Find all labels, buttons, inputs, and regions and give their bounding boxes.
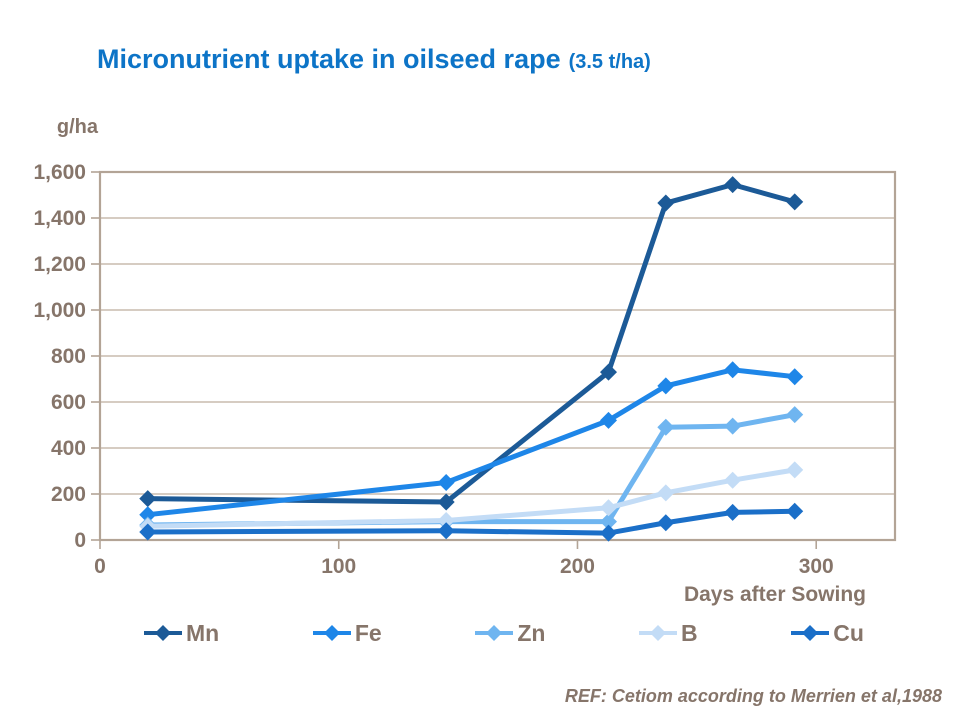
series-marker-fe [657, 377, 675, 395]
legend-marker-zn-icon [475, 625, 514, 641]
y-tick-label: 1,400 [33, 207, 86, 230]
series-marker-fe [724, 361, 742, 379]
y-tick-label: 400 [51, 437, 86, 460]
series-marker-mn [786, 193, 804, 211]
y-axis-unit-label: g/ha [56, 116, 98, 138]
series-marker-cu [600, 524, 618, 542]
series-marker-b [437, 511, 455, 529]
series-marker-zn [724, 417, 742, 435]
y-tick-label: 0 [74, 529, 86, 552]
series-marker-zn [657, 418, 675, 436]
y-tick-label: 200 [51, 483, 86, 506]
series-line-cu [145, 508, 798, 536]
series-line-mn [145, 182, 798, 505]
series-marker-fe [139, 506, 157, 524]
chart-title-text: Micronutrient uptake in oilseed rape [97, 44, 561, 74]
y-tick-label: 1,000 [33, 299, 86, 322]
y-tick-label: 1,200 [33, 253, 86, 276]
legend-label-b: B [681, 619, 698, 646]
series-marker-fe [437, 474, 455, 491]
series-marker-mn [437, 493, 455, 511]
series-line-zn [145, 412, 798, 528]
series-marker-zn [600, 513, 618, 531]
x-tick-label: 100 [321, 555, 356, 578]
series-marker-mn [600, 363, 618, 381]
legend-label-zn: Zn [517, 619, 546, 646]
series-marker-mn [139, 490, 157, 508]
series-marker-cu [786, 502, 804, 520]
series-marker-cu [657, 514, 675, 532]
series-marker-mn [724, 176, 742, 194]
legend-label-mn: Mn [186, 619, 220, 646]
legend-item-mn: Mn [142, 620, 219, 647]
series-marker-zn [786, 406, 804, 424]
chart-title-subtitle: (3.5 t/ha) [568, 51, 651, 73]
series-marker-mn [657, 194, 675, 212]
legend-item-fe: Fe [311, 620, 382, 647]
y-tick-label: 800 [51, 345, 86, 368]
legend-item-zn: Zn [473, 620, 545, 647]
legend-item-cu: Cu [789, 620, 864, 647]
series-marker-cu [139, 523, 157, 541]
series-marker-fe [786, 368, 804, 386]
plot-border [98, 170, 897, 542]
series-marker-fe [600, 411, 618, 429]
series-line-fe [145, 367, 798, 518]
legend-marker-b-icon [639, 625, 678, 641]
legend-item-b: B [637, 620, 698, 647]
legend-marker-cu-icon [791, 625, 830, 641]
x-tick-label: 300 [799, 555, 834, 578]
series-marker-cu [724, 503, 742, 521]
series-marker-b [657, 484, 675, 502]
series-marker-cu [437, 522, 455, 540]
reference-note: REF: Cetiom according to Merrien et al,1… [564, 686, 942, 706]
x-axis-title: Days after Sowing [683, 583, 866, 606]
y-tick-label: 1,600 [33, 161, 86, 184]
y-tick-label: 600 [51, 391, 86, 414]
chart-legend: Mn Fe Zn B Cu [142, 616, 864, 650]
chart-title: Micronutrient uptake in oilseed rape (3.5… [97, 44, 651, 75]
series-marker-b [600, 499, 618, 517]
legend-marker-fe-icon [312, 625, 351, 641]
series-marker-b [786, 461, 804, 479]
legend-label-fe: Fe [354, 619, 382, 646]
x-tick-label: 0 [94, 555, 106, 578]
series-line-b [145, 467, 798, 529]
legend-label-cu: Cu [833, 619, 864, 646]
x-tick-label: 200 [560, 555, 595, 578]
series-marker-b [724, 471, 742, 489]
legend-marker-mn-icon [144, 625, 182, 641]
